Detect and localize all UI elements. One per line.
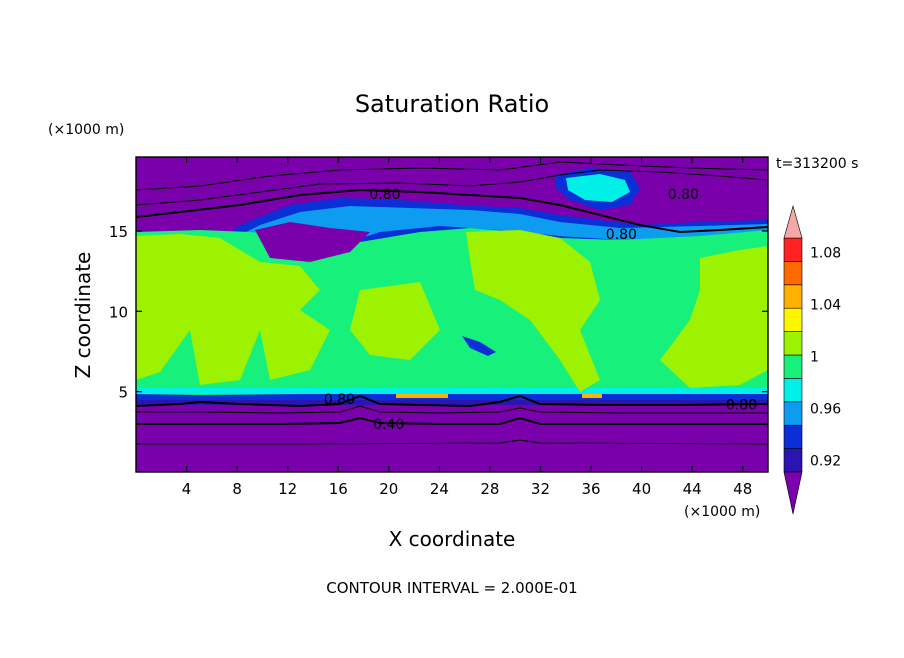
plot-frame <box>135 156 769 473</box>
field-aqua-edge <box>136 388 768 394</box>
x-tick-label: 4 <box>182 480 192 498</box>
field-band-blue <box>136 394 768 400</box>
colorbar-band <box>783 424 803 449</box>
colorbar: 0.92 0.96 1 1.04 1.08 <box>783 204 841 515</box>
y-unit-label: (×1000 m) <box>48 122 124 138</box>
colorbar-band <box>783 331 803 356</box>
contour-label: 0.80 <box>369 187 400 203</box>
contour-label: 0.80 <box>324 392 355 408</box>
contour-line-thin-2 <box>136 161 768 191</box>
colorbar-tick-label: 1.04 <box>810 297 841 313</box>
field-yellow-strip-1 <box>396 394 448 398</box>
colorbar-band <box>783 401 803 426</box>
x-axis-label: X coordinate <box>389 527 516 551</box>
field-lightgreen-mid <box>350 282 440 360</box>
contour-line-0.60 <box>136 405 768 414</box>
contour-line-0.40 <box>136 416 768 425</box>
x-tick-label: 32 <box>531 480 550 498</box>
x-tick-label: 48 <box>733 480 752 498</box>
colorbar-band <box>783 448 803 473</box>
x-tick-label: 36 <box>581 480 600 498</box>
colorbar-tick-label: 1.08 <box>810 245 841 261</box>
colorbar-band <box>783 307 803 332</box>
y-tick-label: 10 <box>109 303 128 321</box>
colorbar-band <box>783 237 803 262</box>
contour-interval-label: CONTOUR INTERVAL = 2.000E-01 <box>326 579 577 597</box>
field-dark-patch-1 <box>255 222 370 262</box>
x-tick-label: 24 <box>430 480 449 498</box>
field-cloud-blob-inner <box>566 174 630 202</box>
colorbar-band <box>783 284 803 309</box>
y-tick-label: 15 <box>109 223 128 241</box>
colorbar-over-triangle <box>783 204 803 239</box>
contour-label: 0.80 <box>606 227 637 243</box>
plot-area: 0.80 0.80 0.80 0.80 0.40 0.80 <box>136 157 768 472</box>
contour-line-thin-1 <box>136 169 768 206</box>
y-axis-label: Z coordinate <box>71 252 95 379</box>
field-upper-cyan <box>230 206 768 254</box>
x-tick-label: 44 <box>683 480 702 498</box>
contour-line-lower-0.80 <box>136 394 768 408</box>
colorbar-band <box>783 354 803 379</box>
field-dark-patch-2 <box>462 336 496 356</box>
colorbar-under-triangle <box>783 471 803 515</box>
chart-title: Saturation Ratio <box>355 90 549 118</box>
contour-label-group: 0.80 0.80 0.80 0.80 0.40 0.80 <box>324 187 757 433</box>
colorbar-tick-label: 0.96 <box>810 401 841 417</box>
colorbar-band <box>783 378 803 403</box>
contour-label: 0.80 <box>668 187 699 203</box>
x-tick-label: 8 <box>232 480 242 498</box>
colorbar-band <box>783 261 803 286</box>
x-tick-label: 28 <box>480 480 499 498</box>
colorbar-tick-label: 0.92 <box>810 453 841 469</box>
contour-label: 0.80 <box>726 398 757 414</box>
x-tick-label: 16 <box>329 480 348 498</box>
contour-label: 0.40 <box>373 417 404 433</box>
y-tick-label: 5 <box>118 384 128 402</box>
field-lightgreen-left <box>136 234 330 385</box>
x-unit-label: (×1000 m) <box>684 504 760 520</box>
x-axis: 4 8 12 16 20 24 28 32 36 40 44 48 <box>182 157 752 498</box>
field-lightgreen-center <box>466 230 600 392</box>
x-tick-label: 40 <box>632 480 651 498</box>
colorbar-tick-label: 1 <box>810 349 819 365</box>
x-tick-label: 20 <box>379 480 398 498</box>
y-axis: 5 10 15 <box>109 223 768 402</box>
contour-line-0.20 <box>136 439 768 445</box>
field-lightgreen-right <box>660 246 768 388</box>
time-label: t=313200 s <box>776 156 858 172</box>
x-tick-label: 12 <box>278 480 297 498</box>
field-yellow-strip-2 <box>582 394 602 398</box>
contour-line-upper-0.80 <box>136 188 768 234</box>
